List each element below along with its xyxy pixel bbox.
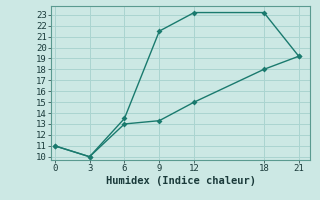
X-axis label: Humidex (Indice chaleur): Humidex (Indice chaleur) [106,176,256,186]
